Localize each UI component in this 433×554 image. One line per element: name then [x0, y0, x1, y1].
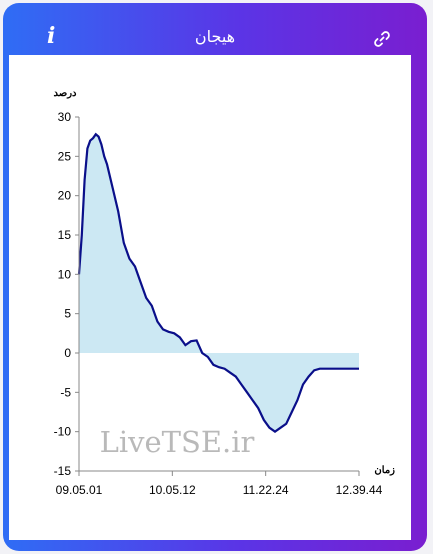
y-tick-label: 10: [58, 267, 72, 281]
page-title: هیجان: [194, 27, 236, 46]
y-tick-label: 5: [64, 307, 71, 321]
y-tick-label: 30: [58, 110, 72, 124]
x-tick-label: 12.39.44: [336, 483, 383, 497]
y-tick-label: 25: [58, 149, 72, 163]
y-axis-label: درصد: [53, 88, 77, 99]
x-axis-label: زمان: [374, 465, 395, 476]
info-icon[interactable]: i: [47, 23, 56, 49]
y-tick-label: -5: [60, 385, 71, 399]
y-tick-label: -15: [54, 464, 72, 478]
x-tick-label: 09.05.01: [56, 483, 103, 497]
x-tick-label: 11.22.24: [243, 483, 289, 497]
chart-panel: -15 -10 -5 0 5 10 15 20 25 30 09.05.01 10.05.12 11.2…: [9, 55, 411, 540]
area-fill: [79, 134, 359, 432]
y-tick-label: 15: [58, 228, 72, 242]
x-tick-label: 10.05.12: [149, 483, 196, 497]
watermark: LiveTSE.ir: [100, 425, 255, 459]
y-tick-label: 0: [64, 346, 71, 360]
y-tick-label: -10: [54, 425, 72, 439]
indicator-card: i هیجان -15 -10 -5 0 5 10 15 20 25 30 09.05.01 10.0…: [3, 3, 427, 551]
chart: -15 -10 -5 0 5 10 15 20 25 30 09.05.01 10.05.12 11.2…: [53, 88, 395, 497]
card-header: i هیجان: [3, 3, 427, 55]
series-line: [77, 132, 359, 434]
link-icon[interactable]: [373, 30, 391, 48]
y-tick-label: 20: [58, 189, 72, 203]
